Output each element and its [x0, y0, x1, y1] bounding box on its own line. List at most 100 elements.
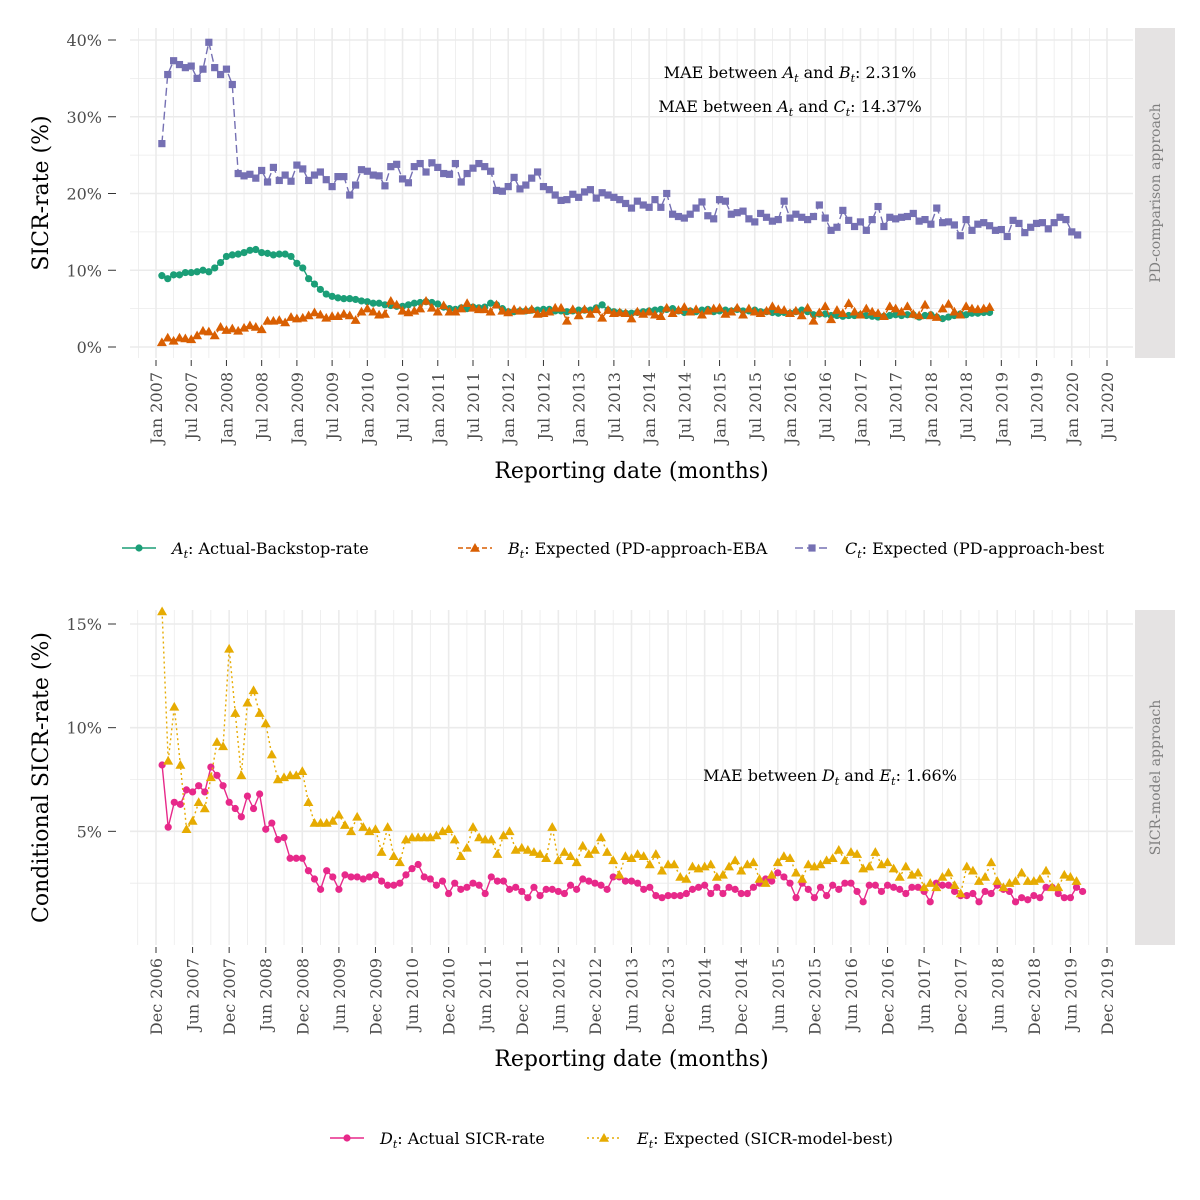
data-point-C: [487, 167, 495, 175]
data-point-C: [686, 210, 694, 218]
data-point-E: [852, 849, 863, 858]
data-point-E: [602, 847, 613, 856]
data-point-D: [237, 813, 245, 821]
data-point-C: [827, 226, 835, 234]
data-point-E: [449, 834, 460, 844]
text-span: : Actual SICR-rate: [397, 1129, 545, 1148]
data-point-B: [914, 310, 925, 320]
data-point-C: [557, 196, 565, 205]
data-point-C: [668, 210, 677, 218]
data-point-C: [657, 203, 665, 211]
data-point-C: [715, 196, 724, 204]
data-point-E: [205, 772, 216, 782]
data-point-E: [193, 797, 204, 807]
data-point-D: [396, 879, 404, 887]
data-point-E: [614, 869, 625, 879]
data-point-C: [950, 221, 958, 229]
legend-label: Bt: Expected (PD-approach-EBA: [507, 539, 768, 561]
data-point-C: [334, 173, 342, 181]
data-point-B: [426, 302, 437, 312]
data-point-B: [620, 308, 631, 317]
data-point-C: [1003, 232, 1011, 241]
data-point-C: [757, 209, 765, 218]
data-point-C: [968, 226, 976, 234]
data-point-E: [455, 851, 466, 860]
data-point-B: [168, 335, 179, 345]
data-point-C: [240, 172, 248, 180]
data-point-C: [680, 214, 688, 222]
data-point-C: [387, 163, 395, 171]
data-point-A: [310, 280, 319, 288]
data-point-E: [370, 824, 381, 834]
data-point-C: [504, 182, 512, 191]
data-point-D: [249, 804, 258, 813]
data-point-C: [175, 60, 184, 69]
data-point-A: [181, 268, 189, 277]
data-point-C: [639, 201, 647, 209]
data-point-B: [579, 304, 590, 314]
data-point-D: [963, 892, 971, 900]
x-tick-label: Dec 2009: [366, 958, 385, 1035]
data-point-C: [422, 168, 430, 176]
data-point-D: [518, 887, 526, 896]
data-point-D: [804, 885, 812, 893]
data-point-B: [573, 310, 584, 320]
data-point-D: [908, 883, 916, 891]
data-point-D: [1030, 892, 1038, 900]
data-point-A: [598, 301, 606, 309]
data-point-B: [286, 312, 297, 321]
data-point-C: [316, 168, 324, 176]
data-point-B: [356, 306, 367, 316]
data-point-C: [862, 226, 870, 234]
data-point-B: [831, 305, 842, 314]
data-point-B: [743, 303, 754, 313]
subscript-t: t: [184, 548, 189, 561]
data-point-A: [798, 306, 806, 314]
text-span: D: [821, 766, 835, 785]
data-point-B: [732, 302, 743, 312]
data-point-C: [569, 190, 577, 198]
data-point-D: [768, 877, 776, 885]
data-point-B: [203, 326, 214, 336]
data-point-C: [645, 203, 653, 211]
data-point-D: [371, 871, 380, 879]
data-point-E: [528, 847, 539, 856]
x-tick-label: Jan 2015: [711, 372, 730, 446]
data-point-D: [323, 867, 331, 875]
data-point-B: [174, 332, 185, 342]
x-tick-label: Jul 2014: [675, 372, 694, 442]
data-point-E: [382, 822, 393, 831]
data-point-C: [698, 198, 706, 206]
data-point-C: [733, 209, 741, 217]
data-point-E: [346, 826, 357, 836]
data-point-E: [888, 863, 899, 873]
data-point-B: [638, 308, 649, 318]
data-point-D: [554, 887, 562, 896]
data-point-B: [332, 311, 343, 321]
data-point-D: [896, 885, 904, 893]
data-point-D: [859, 898, 867, 906]
data-point-B: [937, 303, 948, 313]
data-point-C: [762, 213, 771, 221]
data-point-E: [230, 708, 241, 717]
x-tick-label: Jan 2011: [429, 372, 448, 446]
data-point-A: [340, 295, 348, 303]
data-point-E: [583, 849, 594, 858]
data-point-C: [369, 171, 377, 179]
data-point-C: [205, 38, 213, 46]
data-point-D: [451, 879, 459, 887]
text-span: : Actual-Backstop-rate: [188, 539, 369, 558]
data-point-B: [720, 308, 731, 318]
data-point-D: [365, 873, 373, 881]
data-point-B: [626, 313, 637, 323]
data-point-B: [186, 334, 197, 344]
data-point-A: [222, 252, 231, 261]
data-point-A: [434, 300, 442, 308]
data-point-B: [438, 300, 449, 310]
data-point-E: [748, 857, 759, 867]
data-point-D: [981, 887, 989, 896]
data-point-E: [181, 824, 192, 834]
data-point-C: [1015, 219, 1023, 228]
data-point-E: [687, 861, 698, 871]
data-point-D: [883, 881, 892, 889]
